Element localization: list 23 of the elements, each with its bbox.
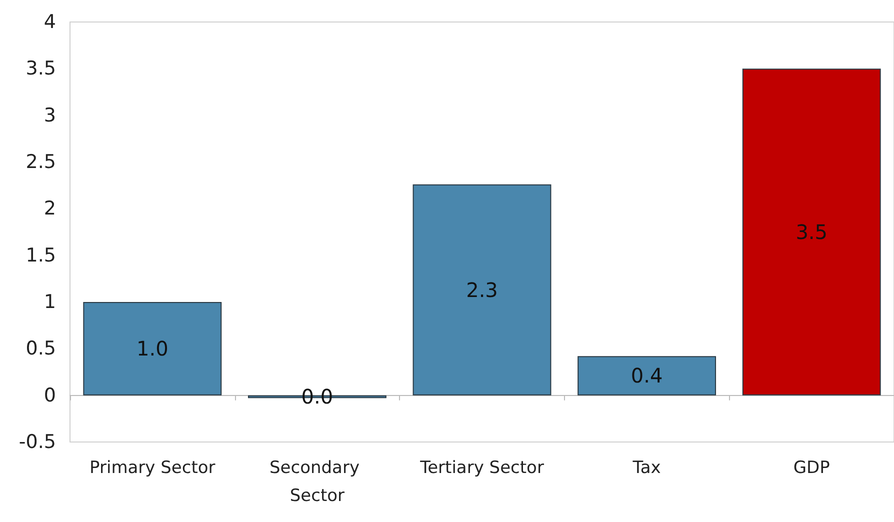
x-tick-label: Primary Sector (90, 458, 216, 478)
y-tick-label: 4 (44, 11, 56, 33)
x-tick-label: Secondary Sector (269, 458, 365, 506)
y-tick-label: 1 (44, 291, 56, 313)
bar (83, 302, 222, 396)
y-tick-label: 1.5 (26, 244, 56, 266)
data-label: 0.4 (630, 364, 663, 388)
y-tick-label: -0.5 (18, 431, 56, 453)
y-tick-label: 3 (44, 104, 56, 126)
x-tick-label: Tax (632, 458, 661, 478)
data-label: 1.0 (136, 336, 168, 361)
bar (412, 184, 552, 396)
x-tick-label: GDP (793, 458, 830, 478)
data-label: 2.3 (466, 278, 498, 302)
y-tick-label: 0.5 (26, 338, 56, 360)
bar (578, 356, 716, 396)
y-tick-label: 3.5 (26, 58, 56, 80)
x-tick-label: Tertiary Sector (419, 458, 544, 478)
y-tick-label: 2 (44, 198, 56, 220)
y-tick-label: 0 (44, 384, 56, 406)
y-tick-label: 2.5 (26, 151, 56, 173)
data-label: 3.5 (796, 220, 828, 244)
bar (742, 68, 881, 396)
